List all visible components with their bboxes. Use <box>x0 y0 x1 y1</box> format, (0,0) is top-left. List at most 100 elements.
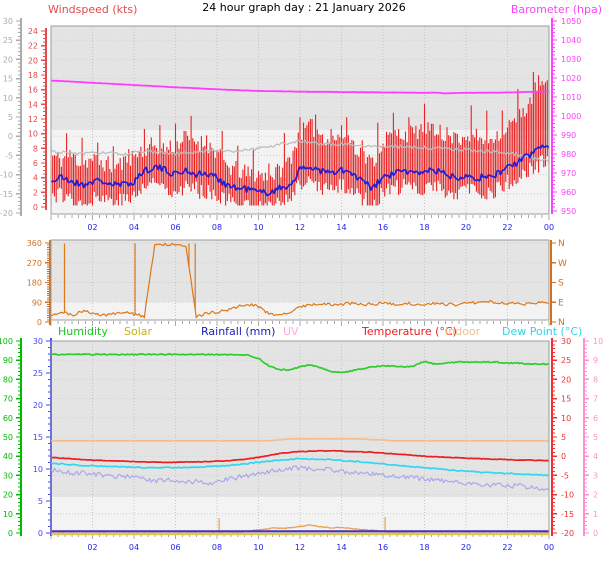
axis-temperature: 30 25 20 15 10 5 0 -5 -10 -15 -20 <box>551 337 574 538</box>
svg-text:20: 20 <box>33 401 43 410</box>
svg-text:1050: 1050 <box>561 17 581 26</box>
svg-text:5: 5 <box>561 433 566 442</box>
svg-text:1: 1 <box>593 510 598 519</box>
svg-text:12: 12 <box>295 543 305 552</box>
svg-text:0: 0 <box>33 203 38 212</box>
svg-text:960: 960 <box>561 188 576 197</box>
svg-text:7: 7 <box>593 395 598 404</box>
svg-text:14: 14 <box>28 100 38 109</box>
svg-text:15: 15 <box>561 395 571 404</box>
svg-text:9: 9 <box>593 356 598 365</box>
svg-text:2: 2 <box>593 491 598 500</box>
svg-text:60: 60 <box>3 414 13 423</box>
svg-text:24: 24 <box>28 27 38 36</box>
svg-text:-15: -15 <box>0 190 13 199</box>
svg-text:02: 02 <box>87 543 97 552</box>
svg-text:70: 70 <box>3 395 13 404</box>
svg-text:25: 25 <box>33 369 43 378</box>
svg-text:10: 10 <box>253 543 263 552</box>
svg-text:16: 16 <box>378 223 388 232</box>
svg-text:12: 12 <box>28 115 38 124</box>
svg-text:10: 10 <box>3 94 13 103</box>
svg-text:-5: -5 <box>5 151 13 160</box>
svg-text:3: 3 <box>593 471 598 480</box>
svg-text:180: 180 <box>27 279 42 288</box>
svg-text:-15: -15 <box>561 510 574 519</box>
svg-text:8: 8 <box>593 375 598 384</box>
svg-text:270: 270 <box>27 259 42 268</box>
axis-rainfall: 30 25 20 15 10 5 0 <box>33 337 52 538</box>
svg-text:30: 30 <box>3 17 13 26</box>
legend-uv: UV <box>283 325 299 338</box>
svg-text:18: 18 <box>419 543 429 552</box>
legend-humidity: Humidity <box>58 325 108 338</box>
svg-text:30: 30 <box>3 471 13 480</box>
svg-text:10: 10 <box>33 465 43 474</box>
panel-series-0 <box>51 72 549 206</box>
svg-text:N: N <box>558 239 565 249</box>
svg-text:-10: -10 <box>561 491 574 500</box>
svg-text:25: 25 <box>3 36 13 45</box>
svg-text:00: 00 <box>544 223 554 232</box>
svg-text:90: 90 <box>3 356 13 365</box>
svg-text:16: 16 <box>28 86 38 95</box>
svg-text:30: 30 <box>33 337 43 346</box>
svg-text:360: 360 <box>27 239 42 248</box>
svg-text:-20: -20 <box>561 529 574 538</box>
svg-text:18: 18 <box>28 71 38 80</box>
svg-text:08: 08 <box>212 543 222 552</box>
svg-text:E: E <box>558 298 564 308</box>
axis-direction-deg: 360 270 180 90 0 <box>27 239 51 327</box>
svg-text:04: 04 <box>129 223 139 232</box>
svg-text:0: 0 <box>37 318 42 327</box>
svg-text:14: 14 <box>336 223 346 232</box>
svg-text:20: 20 <box>561 375 571 384</box>
svg-text:1020: 1020 <box>561 74 581 83</box>
svg-text:30: 30 <box>561 337 571 346</box>
svg-text:100: 100 <box>0 337 13 346</box>
svg-text:18: 18 <box>419 223 429 232</box>
svg-text:25: 25 <box>561 356 571 365</box>
svg-text:06: 06 <box>170 223 180 232</box>
svg-text:15: 15 <box>3 75 13 84</box>
svg-text:1040: 1040 <box>561 36 581 45</box>
legend-temperature: Temperature (°C) <box>362 325 457 338</box>
svg-text:22: 22 <box>502 543 512 552</box>
barometer-axis-title: Barometer (hpa) <box>510 3 602 16</box>
svg-text:0: 0 <box>8 529 13 538</box>
svg-text:W: W <box>558 259 567 269</box>
svg-text:10: 10 <box>253 223 263 232</box>
svg-text:950: 950 <box>561 207 576 216</box>
svg-text:990: 990 <box>561 131 576 140</box>
svg-text:8: 8 <box>33 144 38 153</box>
svg-text:1030: 1030 <box>561 55 581 64</box>
windspeed-axis-title: Windspeed (kts) <box>48 3 138 16</box>
svg-text:02: 02 <box>87 223 97 232</box>
svg-text:980: 980 <box>561 150 576 159</box>
svg-text:0: 0 <box>38 529 43 538</box>
svg-text:1000: 1000 <box>561 112 581 121</box>
svg-text:-10: -10 <box>0 171 13 180</box>
legend-indoor: Indoor <box>445 325 481 338</box>
svg-text:5: 5 <box>38 497 43 506</box>
svg-text:20: 20 <box>461 543 471 552</box>
svg-text:15: 15 <box>33 433 43 442</box>
svg-text:0: 0 <box>593 529 598 538</box>
axis-windchill-scale: 30 25 20 15 10 5 0 -5 -10 -15 -20 <box>0 17 22 218</box>
svg-text:-5: -5 <box>561 471 569 480</box>
svg-text:970: 970 <box>561 169 576 178</box>
svg-text:20: 20 <box>3 491 13 500</box>
svg-text:N: N <box>558 318 565 328</box>
svg-text:20: 20 <box>28 56 38 65</box>
panel-series-1 <box>51 242 549 319</box>
svg-text:5: 5 <box>593 433 598 442</box>
svg-text:08: 08 <box>212 223 222 232</box>
svg-text:4: 4 <box>33 174 38 183</box>
svg-text:6: 6 <box>33 159 38 168</box>
svg-text:04: 04 <box>129 543 139 552</box>
